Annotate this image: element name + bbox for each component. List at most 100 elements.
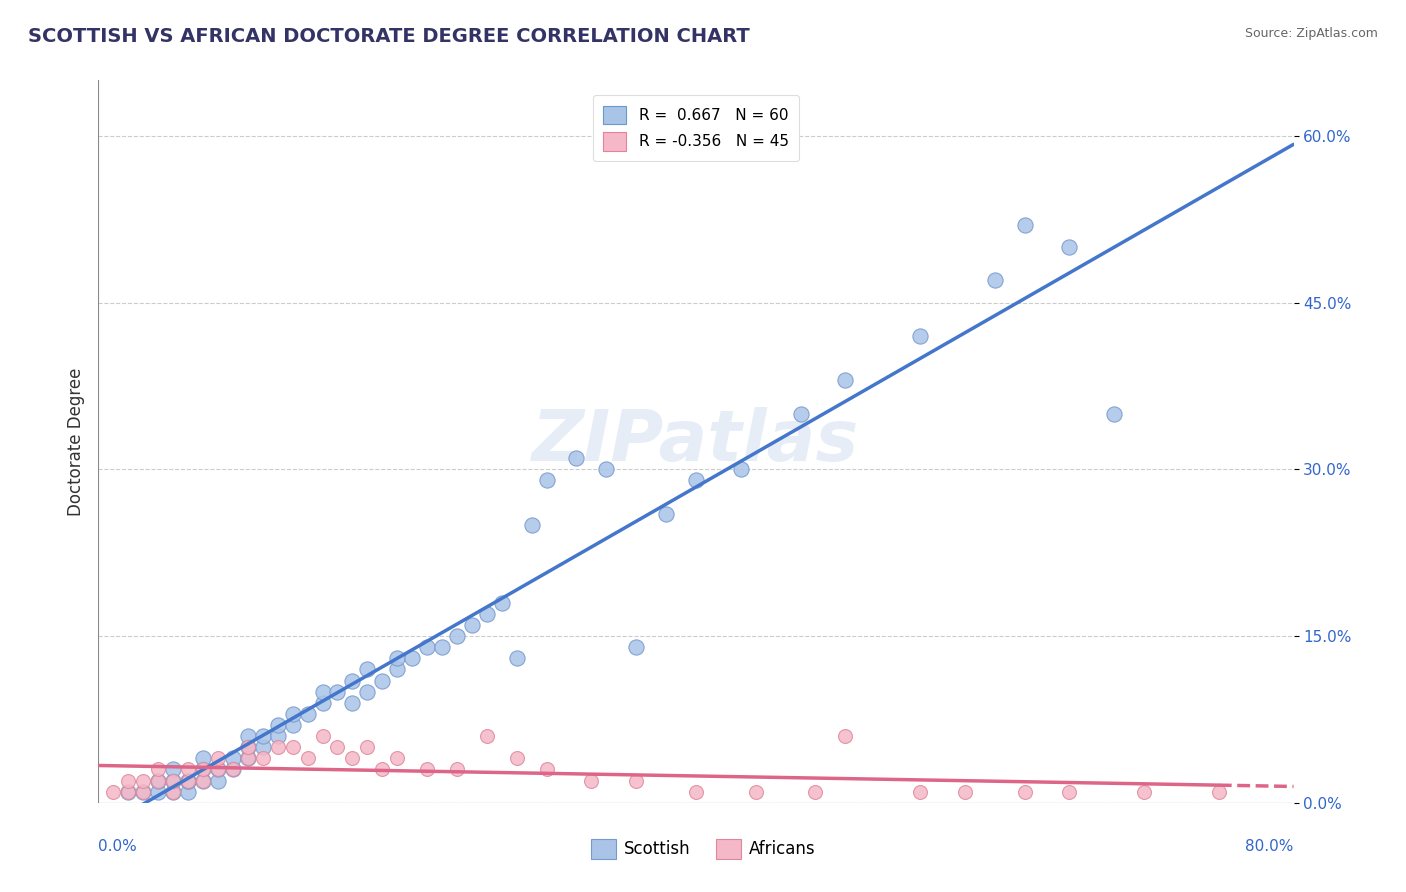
Point: [236, 751, 259, 765]
Point: [148, 763, 170, 777]
Text: 80.0%: 80.0%: [1246, 838, 1294, 854]
Point: [1059, 785, 1081, 799]
Point: [446, 763, 468, 777]
Point: [416, 763, 439, 777]
Point: [984, 273, 1007, 287]
Point: [595, 462, 617, 476]
Point: [685, 785, 707, 799]
Point: [117, 773, 139, 788]
Point: [281, 706, 304, 721]
Point: [162, 763, 184, 777]
Legend: Scottish, Africans: Scottish, Africans: [583, 832, 823, 866]
Point: [536, 474, 558, 488]
Point: [252, 729, 274, 743]
Point: [730, 462, 752, 476]
Point: [565, 451, 588, 466]
Point: [311, 696, 333, 710]
Point: [342, 673, 364, 688]
Point: [342, 751, 364, 765]
Point: [281, 740, 304, 755]
Point: [222, 751, 245, 765]
Point: [626, 773, 648, 788]
Point: [252, 751, 274, 765]
Point: [207, 763, 229, 777]
Point: [1014, 218, 1036, 232]
Point: [520, 517, 543, 532]
Point: [207, 763, 229, 777]
Point: [191, 773, 214, 788]
Point: [789, 407, 811, 421]
Point: [117, 785, 139, 799]
Point: [267, 740, 290, 755]
Point: [311, 684, 333, 698]
Text: ZIPatlas: ZIPatlas: [533, 407, 859, 476]
Text: SCOTTISH VS AFRICAN DOCTORATE DEGREE CORRELATION CHART: SCOTTISH VS AFRICAN DOCTORATE DEGREE COR…: [28, 27, 749, 45]
Point: [207, 773, 229, 788]
Point: [581, 773, 603, 788]
Point: [953, 785, 976, 799]
Point: [297, 706, 319, 721]
Point: [655, 507, 678, 521]
Point: [804, 785, 827, 799]
Point: [326, 684, 349, 698]
Point: [1104, 407, 1126, 421]
Point: [491, 596, 513, 610]
Point: [475, 607, 498, 621]
Point: [401, 651, 423, 665]
Point: [222, 763, 245, 777]
Point: [475, 729, 498, 743]
Point: [162, 773, 184, 788]
Point: [236, 751, 259, 765]
Point: [177, 763, 200, 777]
Point: [132, 773, 155, 788]
Point: [162, 773, 184, 788]
Point: [148, 773, 170, 788]
Point: [236, 729, 259, 743]
Point: [267, 718, 290, 732]
Point: [430, 640, 453, 655]
Point: [385, 662, 409, 676]
Point: [834, 373, 856, 387]
Point: [356, 684, 378, 698]
Point: [385, 751, 409, 765]
Point: [117, 785, 139, 799]
Point: [626, 640, 648, 655]
Point: [191, 763, 214, 777]
Point: [267, 729, 290, 743]
Point: [1014, 785, 1036, 799]
Point: [297, 751, 319, 765]
Legend: R =  0.667   N = 60, R = -0.356   N = 45: R = 0.667 N = 60, R = -0.356 N = 45: [593, 95, 799, 161]
Point: [103, 785, 125, 799]
Point: [1133, 785, 1156, 799]
Point: [236, 740, 259, 755]
Point: [356, 662, 378, 676]
Point: [371, 763, 394, 777]
Point: [745, 785, 768, 799]
Point: [342, 696, 364, 710]
Point: [356, 740, 378, 755]
Point: [191, 751, 214, 765]
Y-axis label: Doctorate Degree: Doctorate Degree: [66, 368, 84, 516]
Point: [222, 763, 245, 777]
Point: [536, 763, 558, 777]
Point: [834, 729, 856, 743]
Point: [908, 785, 931, 799]
Point: [446, 629, 468, 643]
Point: [416, 640, 439, 655]
Point: [311, 729, 333, 743]
Point: [461, 618, 484, 632]
Point: [191, 763, 214, 777]
Point: [236, 740, 259, 755]
Point: [148, 773, 170, 788]
Text: Source: ZipAtlas.com: Source: ZipAtlas.com: [1244, 27, 1378, 40]
Point: [162, 785, 184, 799]
Point: [908, 329, 931, 343]
Point: [177, 773, 200, 788]
Text: 0.0%: 0.0%: [98, 838, 138, 854]
Point: [132, 785, 155, 799]
Point: [177, 773, 200, 788]
Point: [177, 785, 200, 799]
Point: [385, 651, 409, 665]
Point: [132, 785, 155, 799]
Point: [506, 651, 529, 665]
